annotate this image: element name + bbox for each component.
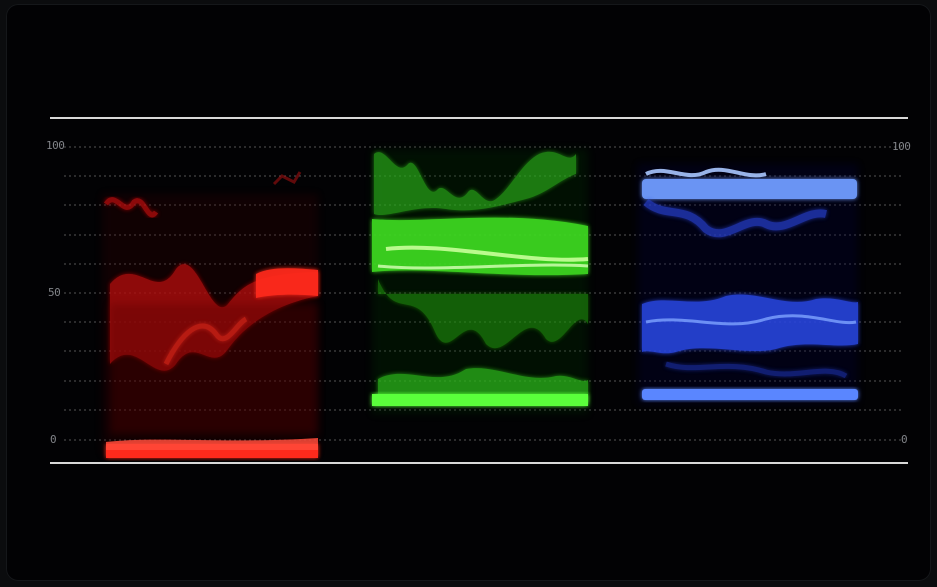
scale-right-bottom-label: 0 [901,433,908,446]
rgb-parade-scope [50,117,908,464]
scale-right-top-label: 100 [892,140,911,153]
green-channel-trace [372,149,589,414]
red-channel-trace [102,171,318,458]
parade-scope-window: 100 50 0 100 0 [6,4,931,581]
blue-channel-trace [638,164,858,404]
scale-left-mid-label: 50 [48,286,61,299]
scale-left-bottom-label: 0 [50,433,57,446]
scale-left-top-label: 100 [46,139,65,152]
